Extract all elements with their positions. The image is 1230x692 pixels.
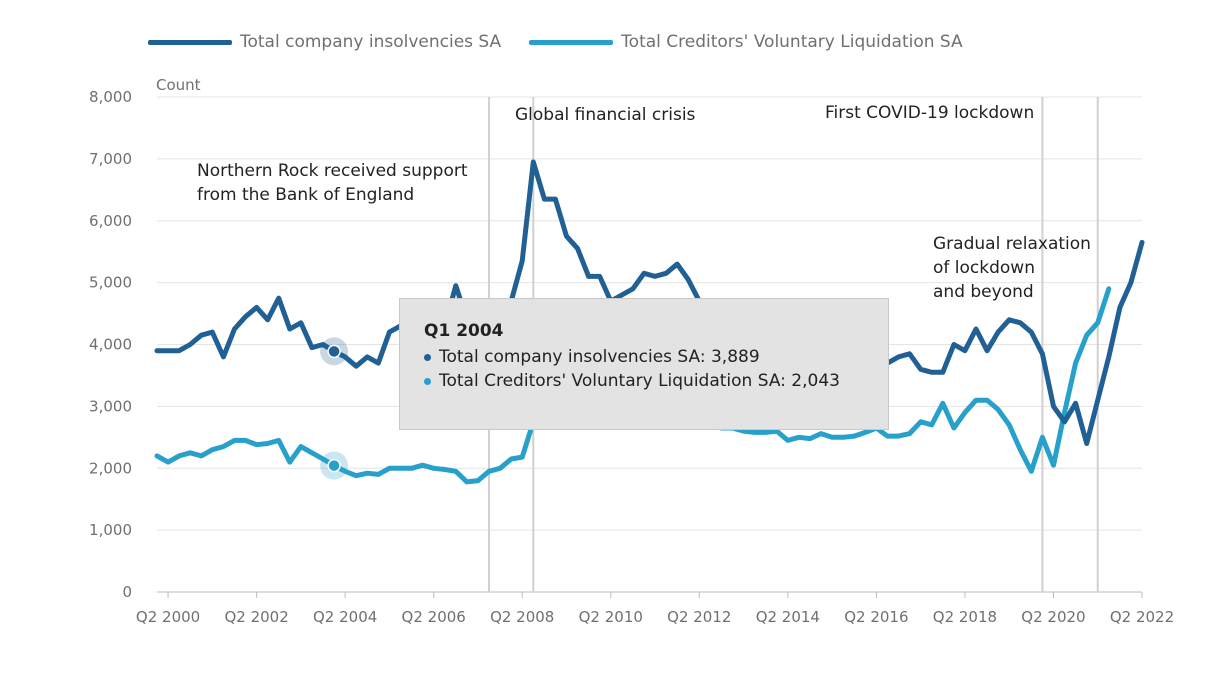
hover-point-0 (327, 344, 341, 359)
x-tick-label-5: Q2 2010 (579, 608, 643, 626)
y-axis-ticks: 0 1,000 2,000 3,000 4,000 5,000 6,000 7,000 8,00… (89, 88, 132, 601)
y-axis-label: Count (156, 76, 201, 94)
legend-item-cvl[interactable]: Total Creditors' Voluntary Liquidation S… (529, 32, 963, 52)
tooltip-dot-cvl (424, 377, 431, 385)
y-tick-label-3: 3,000 (89, 397, 132, 415)
annotation-label-3-2: and beyond (933, 282, 1034, 302)
y-tick-label-5: 5,000 (89, 274, 132, 292)
y-tick-label-2: 2,000 (89, 459, 132, 477)
tooltip-text-insolvencies: Total company insolvencies SA: 3,889 (439, 347, 760, 367)
y-tick-label-1: 1,000 (89, 521, 132, 539)
y-tick-label-0: 0 (122, 583, 132, 601)
tooltip-text-cvl: Total Creditors' Voluntary Liquidation S… (439, 371, 840, 391)
tooltip-row-insolvencies: Total company insolvencies SA: 3,889 (424, 347, 864, 367)
y-tick-label-8: 8,000 (89, 88, 132, 106)
chart-legend: Total company insolvencies SA Total Cred… (148, 32, 991, 52)
x-tick-label-1: Q2 2002 (224, 608, 288, 626)
x-tick-label-4: Q2 2008 (490, 608, 554, 626)
series-line-0 (154, 159, 1145, 446)
x-tick-label-11: Q2 2022 (1110, 608, 1174, 626)
x-tick-label-8: Q2 2016 (844, 608, 908, 626)
annotation-label-2-0: First COVID-19 lockdown (825, 103, 1034, 123)
legend-item-insolvencies[interactable]: Total company insolvencies SA (148, 32, 501, 52)
x-tick-label-7: Q2 2014 (756, 608, 820, 626)
tooltip: Q1 2004 Total company insolvencies SA: 3… (399, 298, 889, 430)
annotation-label-1-0: Global financial crisis (515, 105, 696, 125)
x-tick-label-0: Q2 2000 (136, 608, 200, 626)
hover-markers (320, 337, 349, 480)
annotation-labels: Northern Rock received support from the B… (197, 103, 1091, 302)
legend-label-insolvencies: Total company insolvencies SA (240, 32, 502, 52)
x-tick-label-3: Q2 2006 (402, 608, 466, 626)
annotation-label-0-0: Northern Rock received support (197, 161, 468, 181)
legend-swatch-cvl (529, 39, 614, 45)
x-tick-label-2: Q2 2004 (313, 608, 377, 626)
tooltip-dot-insolvencies (424, 353, 431, 361)
annotation-label-3-0: Gradual relaxation (933, 234, 1091, 254)
x-tick-label-10: Q2 2020 (1021, 608, 1085, 626)
annotation-label-3-1: of lockdown (933, 258, 1035, 278)
y-tick-label-7: 7,000 (89, 150, 132, 168)
x-tick-label-9: Q2 2018 (933, 608, 997, 626)
x-tick-label-6: Q2 2012 (667, 608, 731, 626)
annotation-label-0-1: from the Bank of England (197, 185, 414, 205)
tooltip-title: Q1 2004 (424, 321, 504, 341)
x-axis-ticks: Q2 2000 Q2 2002 Q2 2004 Q2 2006 Q2 2008 Q2 20… (136, 592, 1174, 626)
y-tick-label-4: 4,000 (89, 336, 132, 354)
legend-swatch-insolvencies (148, 39, 232, 45)
y-tick-label-6: 6,000 (89, 212, 132, 230)
tooltip-row-cvl: Total Creditors' Voluntary Liquidation S… (424, 371, 864, 391)
legend-label-cvl: Total Creditors' Voluntary Liquidation S… (621, 32, 963, 52)
hover-point-1 (327, 458, 341, 473)
